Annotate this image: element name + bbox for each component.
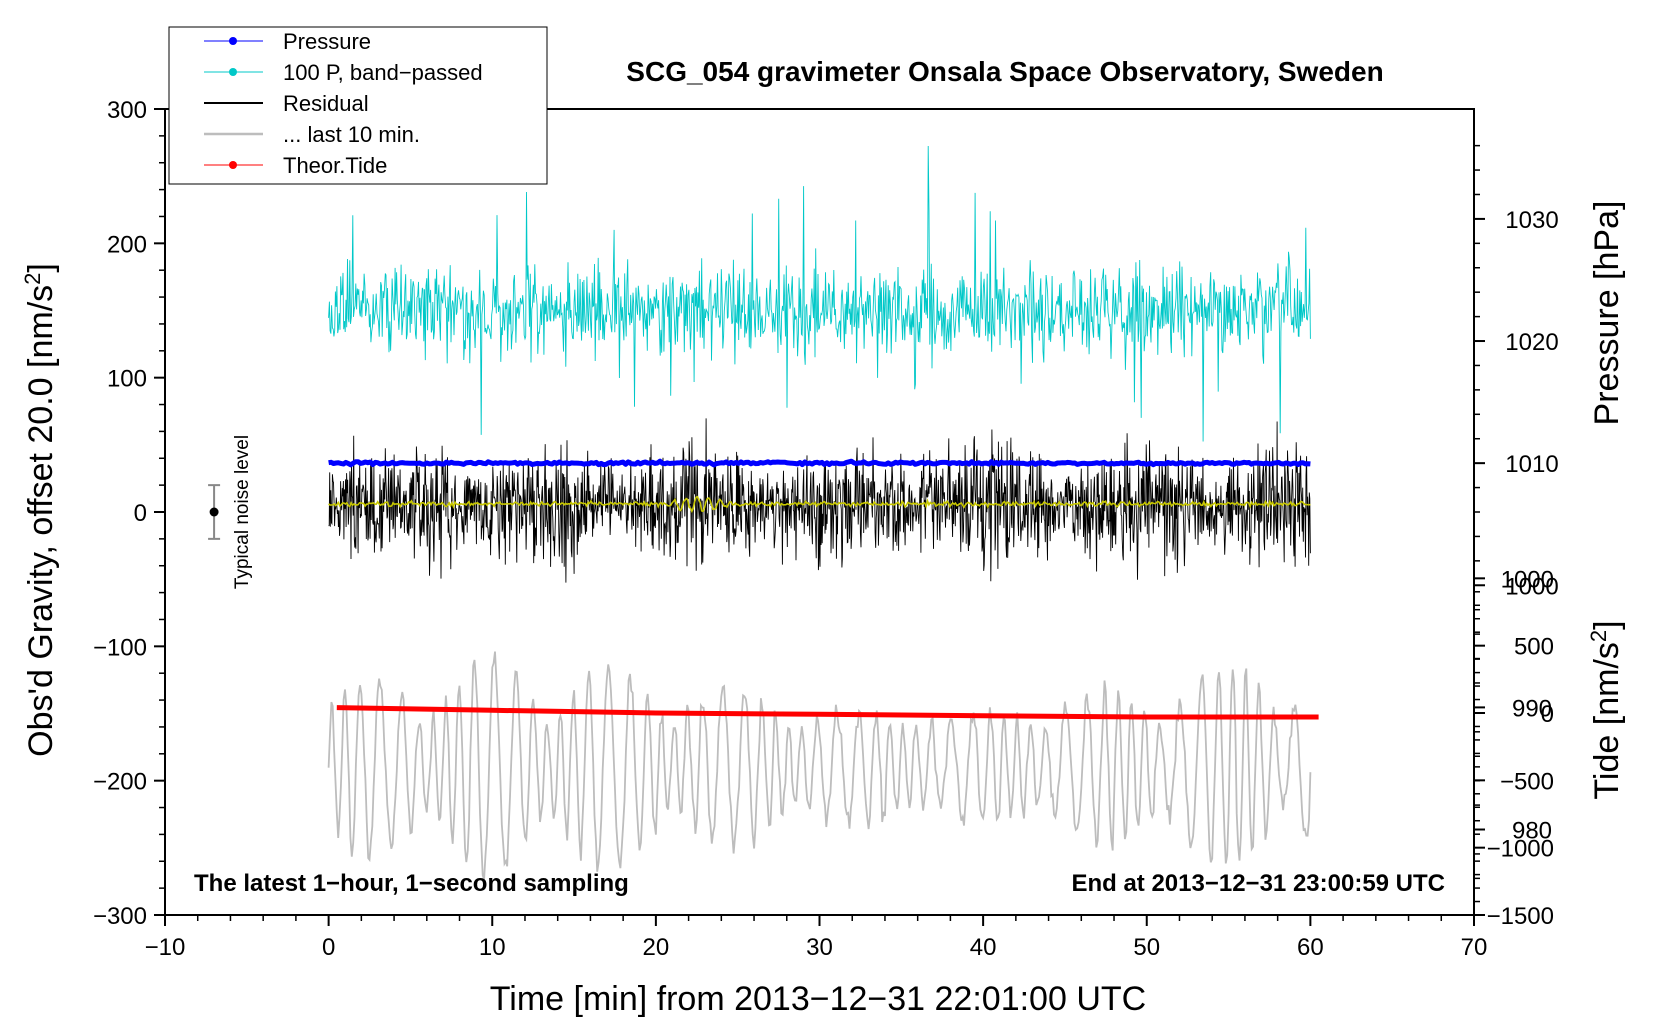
y-left-tick-label: 300 [107, 97, 147, 124]
y-tide-tick-label: 1000 [1501, 566, 1554, 593]
typical-noise-level: Typical noise level [208, 435, 253, 589]
y-tide-tick-label: −1500 [1487, 903, 1554, 930]
series-theor-tide-line [336, 705, 1319, 720]
y-axis-tide-label-sup: 2 [1586, 630, 1611, 642]
y-axis-tide: 1000 500 0 −500 −1000 −1500 [1474, 566, 1554, 930]
x-axis: −10 0 10 20 30 40 50 60 70 [145, 915, 1488, 961]
x-tick-label: 60 [1297, 934, 1324, 961]
x-tick-label: 10 [479, 934, 506, 961]
series-residual-smoothed-line [328, 495, 1311, 514]
y-pressure-tick-label: 1010 [1505, 451, 1558, 478]
y-tide-tick-label: 500 [1514, 634, 1554, 661]
chart-title: SCG_054 gravimeter Onsala Space Observat… [626, 56, 1383, 87]
x-tick-label: 40 [970, 934, 997, 961]
legend-label: 100 P, band−passed [283, 60, 483, 85]
y-axis-pressure-label: Pressure [hPa] [1588, 201, 1626, 426]
y-axis-tide-label: Tide [nm/s2] [1586, 620, 1626, 799]
y-left-tick-label: 200 [107, 231, 147, 258]
y-left-tick-label: −100 [93, 634, 147, 661]
y-axis-left: 300 200 100 0 −100 −200 −300 [93, 97, 165, 930]
y-axis-pressure: 1030 1020 1010 1000 990 980 [1474, 144, 1559, 880]
x-tick-label: 20 [643, 934, 670, 961]
y-axis-tide-label-end: ] [1588, 620, 1626, 629]
noise-bar-label: Typical noise level [232, 435, 253, 589]
y-axis-left-label-end: ] [22, 263, 60, 272]
x-tick-label: 50 [1133, 934, 1160, 961]
annotation-right: End at 2013−12−31 23:00:59 UTC [1071, 870, 1445, 897]
legend-label: Pressure [283, 29, 371, 54]
y-axis-left-label-sup: 2 [20, 273, 45, 285]
y-tide-tick-label: −500 [1500, 768, 1554, 795]
x-tick-label: 70 [1461, 934, 1488, 961]
legend-label: Theor.Tide [283, 153, 387, 178]
y-tide-tick-label: −1000 [1487, 836, 1554, 863]
y-axis-left-label-main: Obs'd Gravity, offset 20.0 [nm/s [22, 285, 60, 757]
series-last-10-min-line [327, 651, 1312, 880]
x-tick-label: 0 [322, 934, 335, 961]
y-pressure-tick-label: 1000 [1505, 573, 1558, 600]
y-pressure-tick-label: 1030 [1505, 207, 1558, 234]
y-pressure-tick-label: 980 [1512, 818, 1552, 845]
series-pressure-line [328, 458, 1311, 468]
legend-label: Residual [283, 91, 369, 116]
legend-swatch-marker [229, 161, 237, 169]
y-pressure-tick-label: 1020 [1505, 329, 1558, 356]
legend: Pressure 100 P, band−passed Residual ... la… [168, 26, 548, 185]
x-tick-label: −10 [145, 934, 186, 961]
annotation-left: The latest 1−hour, 1−second sampling [194, 870, 629, 897]
y-axis-tide-label-main: Tide [nm/s [1588, 642, 1626, 799]
y-tide-tick-label: 0 [1541, 701, 1554, 728]
x-axis-label: Time [min] from 2013−12−31 22:01:00 UTC [490, 980, 1146, 1018]
noise-bar-dot [209, 507, 219, 517]
y-pressure-tick-label: 990 [1512, 695, 1552, 722]
y-left-tick-label: −300 [93, 903, 147, 930]
legend-box [168, 26, 548, 185]
y-left-tick-label: −200 [93, 769, 147, 796]
legend-swatch-marker [229, 37, 237, 45]
y-left-tick-label: 0 [134, 500, 147, 527]
series-residual-line [328, 418, 1311, 583]
legend-swatch-marker [229, 68, 237, 76]
legend-label: ... last 10 min. [283, 122, 420, 147]
series-band-passed-line [328, 145, 1311, 442]
x-tick-label: 30 [806, 934, 833, 961]
y-left-tick-label: 100 [107, 366, 147, 393]
y-axis-left-label: Obs'd Gravity, offset 20.0 [nm/s2] [20, 263, 60, 757]
series-layer [327, 145, 1319, 880]
